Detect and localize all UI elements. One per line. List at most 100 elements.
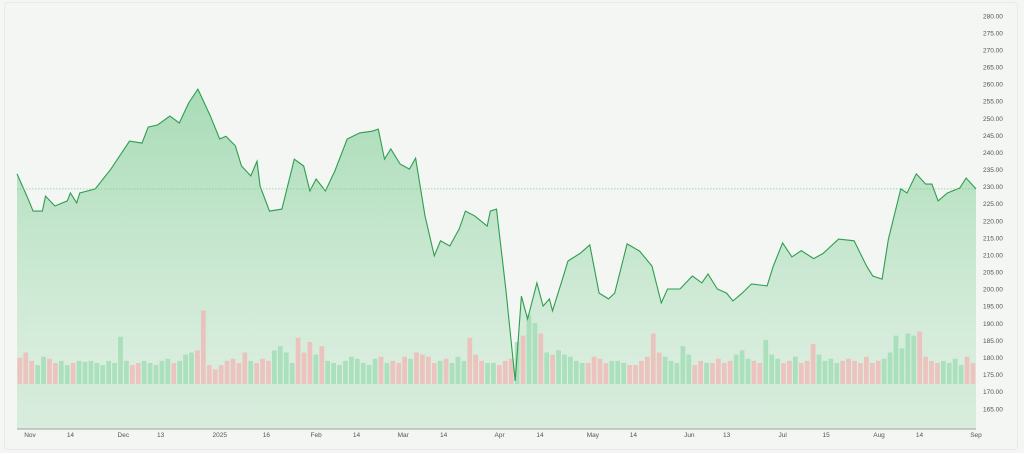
- x-tick-label: Sep: [970, 432, 982, 439]
- volume-bar: [390, 360, 396, 384]
- y-tick-label: 225.00: [983, 201, 1003, 208]
- y-tick-label: 265.00: [983, 65, 1003, 72]
- price-chart[interactable]: 280.00 275.00 270.00 265.00 260.00 255.00 250.…: [5, 3, 1017, 449]
- volume-bar: [201, 310, 206, 384]
- volume-bar: [94, 363, 100, 384]
- y-tick-label: 235.00: [983, 167, 1003, 174]
- volume-bar: [295, 337, 301, 384]
- volume-bar: [946, 363, 952, 384]
- volume-bars: [17, 310, 976, 384]
- price-line: [16, 87, 977, 381]
- volume-bar: [360, 363, 366, 384]
- volume-bar: [485, 363, 490, 384]
- volume-bar: [124, 360, 129, 384]
- volume-bar: [53, 363, 58, 384]
- x-tick-label: 14: [916, 432, 924, 439]
- volume-bar: [408, 358, 413, 384]
- volume-bar: [585, 363, 591, 384]
- volume-bar: [366, 365, 372, 384]
- volume-bar: [165, 358, 171, 384]
- volume-bar: [183, 354, 188, 384]
- volume-bar: [923, 356, 928, 384]
- volume-bar: [420, 354, 425, 384]
- volume-bar: [135, 363, 141, 384]
- volume-bar: [787, 360, 792, 384]
- volume-bar: [609, 360, 615, 384]
- volume-bar: [118, 336, 123, 384]
- y-tick-label: 170.00: [983, 389, 1003, 396]
- volume-bar: [970, 363, 976, 384]
- volume-bar: [218, 365, 224, 384]
- volume-bar: [277, 346, 283, 384]
- volume-bar: [431, 363, 437, 384]
- volume-bar: [650, 333, 656, 384]
- volume-bar: [792, 356, 798, 384]
- volume-bar: [141, 360, 147, 384]
- x-tick-label: Dec: [118, 432, 130, 439]
- volume-bar: [840, 360, 846, 384]
- volume-bar: [153, 365, 159, 384]
- price-area-fill: [17, 89, 976, 429]
- volume-bar: [798, 363, 804, 384]
- y-tick-label: 260.00: [983, 82, 1003, 89]
- volume-bar: [858, 363, 863, 384]
- volume-bar: [875, 360, 881, 384]
- volume-bar: [437, 360, 443, 384]
- y-tick-label: 205.00: [983, 270, 1003, 277]
- volume-bar: [893, 335, 899, 384]
- volume-bar: [532, 323, 538, 384]
- y-axis: 280.00 275.00 270.00 265.00 260.00 255.00 250.…: [983, 13, 1003, 413]
- volume-bar: [41, 356, 46, 384]
- volume-bar: [656, 352, 662, 384]
- volume-bar: [248, 360, 254, 384]
- x-tick-label: Feb: [311, 432, 323, 439]
- volume-bar: [940, 360, 946, 384]
- volume-bar: [29, 360, 35, 384]
- volume-bar: [674, 363, 680, 384]
- y-tick-label: 220.00: [983, 218, 1003, 225]
- volume-bar: [692, 365, 698, 384]
- volume-bar: [467, 337, 473, 384]
- volume-bar: [425, 356, 431, 384]
- volume-bar: [242, 352, 248, 384]
- volume-bar: [869, 363, 875, 384]
- volume-bar: [526, 314, 532, 384]
- volume-bar: [881, 358, 887, 384]
- volume-bar: [236, 363, 242, 384]
- volume-bar: [733, 354, 739, 384]
- volume-bar: [325, 360, 331, 384]
- volume-bar: [710, 363, 715, 384]
- volume-bar: [343, 360, 348, 384]
- volume-bar: [822, 360, 828, 384]
- volume-bar: [834, 363, 840, 384]
- volume-bar: [615, 360, 621, 384]
- volume-bar: [698, 360, 703, 384]
- volume-bar: [17, 357, 23, 384]
- volume-bar: [195, 350, 200, 384]
- volume-bar: [502, 360, 508, 384]
- x-tick-label: 13: [157, 432, 165, 439]
- volume-bar: [129, 365, 135, 384]
- volume-bar: [100, 365, 106, 384]
- y-tick-label: 230.00: [983, 184, 1003, 191]
- volume-bar: [301, 352, 307, 384]
- volume-bar: [508, 358, 514, 384]
- volume-bar: [414, 352, 419, 384]
- volume-bar: [597, 358, 603, 384]
- volume-bar: [461, 360, 467, 384]
- volume-bar: [550, 354, 555, 384]
- y-tick-label: 195.00: [983, 304, 1003, 311]
- x-tick-label: Nov: [24, 432, 36, 439]
- volume-bar: [189, 352, 194, 384]
- volume-bar: [727, 360, 733, 384]
- y-tick-label: 275.00: [983, 30, 1003, 37]
- x-tick-label: 14: [630, 432, 638, 439]
- volume-bar: [378, 356, 384, 384]
- volume-bar: [396, 363, 402, 384]
- volume-bar: [224, 360, 230, 384]
- volume-bar: [35, 365, 40, 384]
- volume-bar: [520, 335, 526, 384]
- volume-bar: [402, 356, 408, 384]
- volume-bar: [230, 358, 236, 384]
- volume-bar: [662, 356, 668, 384]
